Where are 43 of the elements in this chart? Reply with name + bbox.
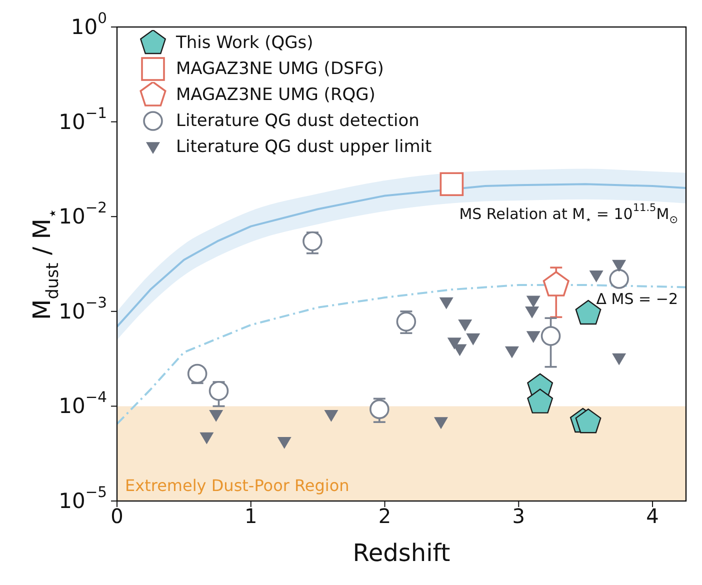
x-axis-title: Redshift (352, 539, 450, 567)
point (277, 437, 292, 449)
band-label: Extremely Dust-Poor Region (125, 476, 350, 494)
legend-label: MAGAZ3NE UMG (RQG) (176, 84, 376, 107)
point (466, 333, 480, 346)
point (609, 269, 629, 289)
y-tick-label: 10$^{−4}$ (58, 389, 107, 418)
point (526, 296, 540, 308)
line-series (117, 183, 686, 328)
point (612, 260, 626, 272)
legend-label: Literature QG dust detection (176, 110, 420, 133)
x-tick-label: 3 (512, 504, 526, 528)
y-tick-label: 10$^{−3}$ (58, 294, 107, 324)
y-tick-label: 10$^{−5}$ (58, 484, 107, 513)
x-tick-label: 4 (646, 504, 659, 528)
point (526, 331, 540, 344)
annotation: Δ MS = −2 (596, 290, 678, 308)
point (208, 381, 229, 401)
point (434, 417, 448, 430)
y-tick-label: 10$^{0}$ (70, 10, 107, 39)
point (589, 270, 604, 282)
point (187, 364, 208, 384)
point (370, 399, 390, 420)
point (200, 432, 214, 444)
point (439, 297, 454, 310)
legend-label: This Work (QGs) (176, 32, 314, 55)
legend-label: MAGAZ3NE UMG (DSFG) (176, 58, 384, 81)
point (209, 410, 224, 422)
y-tick-label: 10$^{−1}$ (58, 104, 107, 134)
point (458, 319, 472, 332)
y-tick-label: 10$^{−2}$ (58, 200, 107, 229)
point (525, 306, 540, 318)
annotation: MS Relation at M$_{⋆}$ = 10$^{11.5}$M$_{⊙}$ (459, 202, 678, 226)
point (612, 353, 626, 366)
line-series (117, 284, 686, 425)
x-tick-label: 2 (378, 504, 392, 528)
legend-label: Literature QG dust upper limit (176, 136, 432, 159)
point (540, 326, 561, 346)
x-tick-label: 1 (244, 504, 258, 528)
point (324, 410, 338, 422)
point (504, 346, 519, 358)
x-tick-label: 0 (110, 504, 124, 528)
point (440, 172, 464, 196)
